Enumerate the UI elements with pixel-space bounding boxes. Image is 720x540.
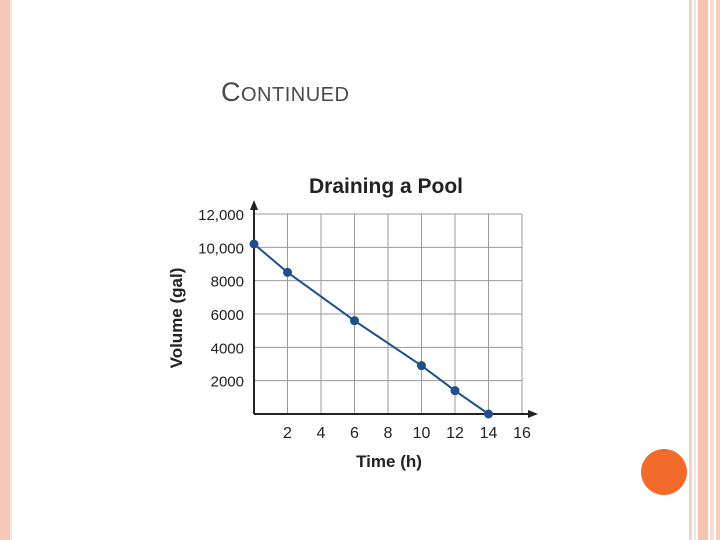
right-border-bar [689,0,692,540]
y-axis-label: Volume (gal) [167,268,186,369]
line-chart: Draining a Pool 2 4 6 8 10 12 14 16 2000 4000 6000… [167,175,538,471]
right-border-bar [716,0,720,540]
x-tick-label: 6 [350,425,359,442]
x-tick-label: 14 [480,425,498,442]
series-line [253,243,490,415]
series [249,239,493,419]
x-tick-label: 8 [384,425,393,442]
x-tick-label: 16 [513,425,531,442]
right-border-bar [694,0,696,540]
chart-title: Draining a Pool [309,175,463,198]
data-point [417,361,426,371]
right-border-bar [698,0,708,540]
x-tick-label: 10 [413,425,431,442]
y-tick-label: 2000 [211,374,244,391]
data-point [350,316,359,326]
right-border-bar [710,0,714,540]
left-border [0,0,10,540]
left-border-inner [10,0,12,540]
decorative-circle [641,449,687,495]
tick-labels: 2 4 6 8 10 12 14 16 2000 4000 6000 8000 10,000 12,000 [198,207,531,442]
slide-title-initial: C [221,77,241,107]
data-point [450,386,460,396]
slide-title-rest: ONTINUED [241,84,350,106]
grid [254,213,523,414]
axes [250,200,538,418]
x-axis-label: Time (h) [356,452,422,471]
x-tick-label: 4 [317,425,326,442]
y-tick-label: 10,000 [198,240,244,257]
x-tick-label: 2 [283,425,292,442]
data-point [283,267,292,277]
y-tick-label: 8000 [211,274,244,291]
data-point [484,409,493,419]
slide-title: CONTINUED [221,77,349,108]
x-tick-label: 12 [446,425,464,442]
y-tick-label: 6000 [211,307,244,324]
y-tick-label: 4000 [211,340,244,357]
y-tick-label: 12,000 [198,207,244,224]
data-point [249,239,259,249]
y-axis-arrow [250,200,258,210]
x-axis-arrow [528,410,538,418]
